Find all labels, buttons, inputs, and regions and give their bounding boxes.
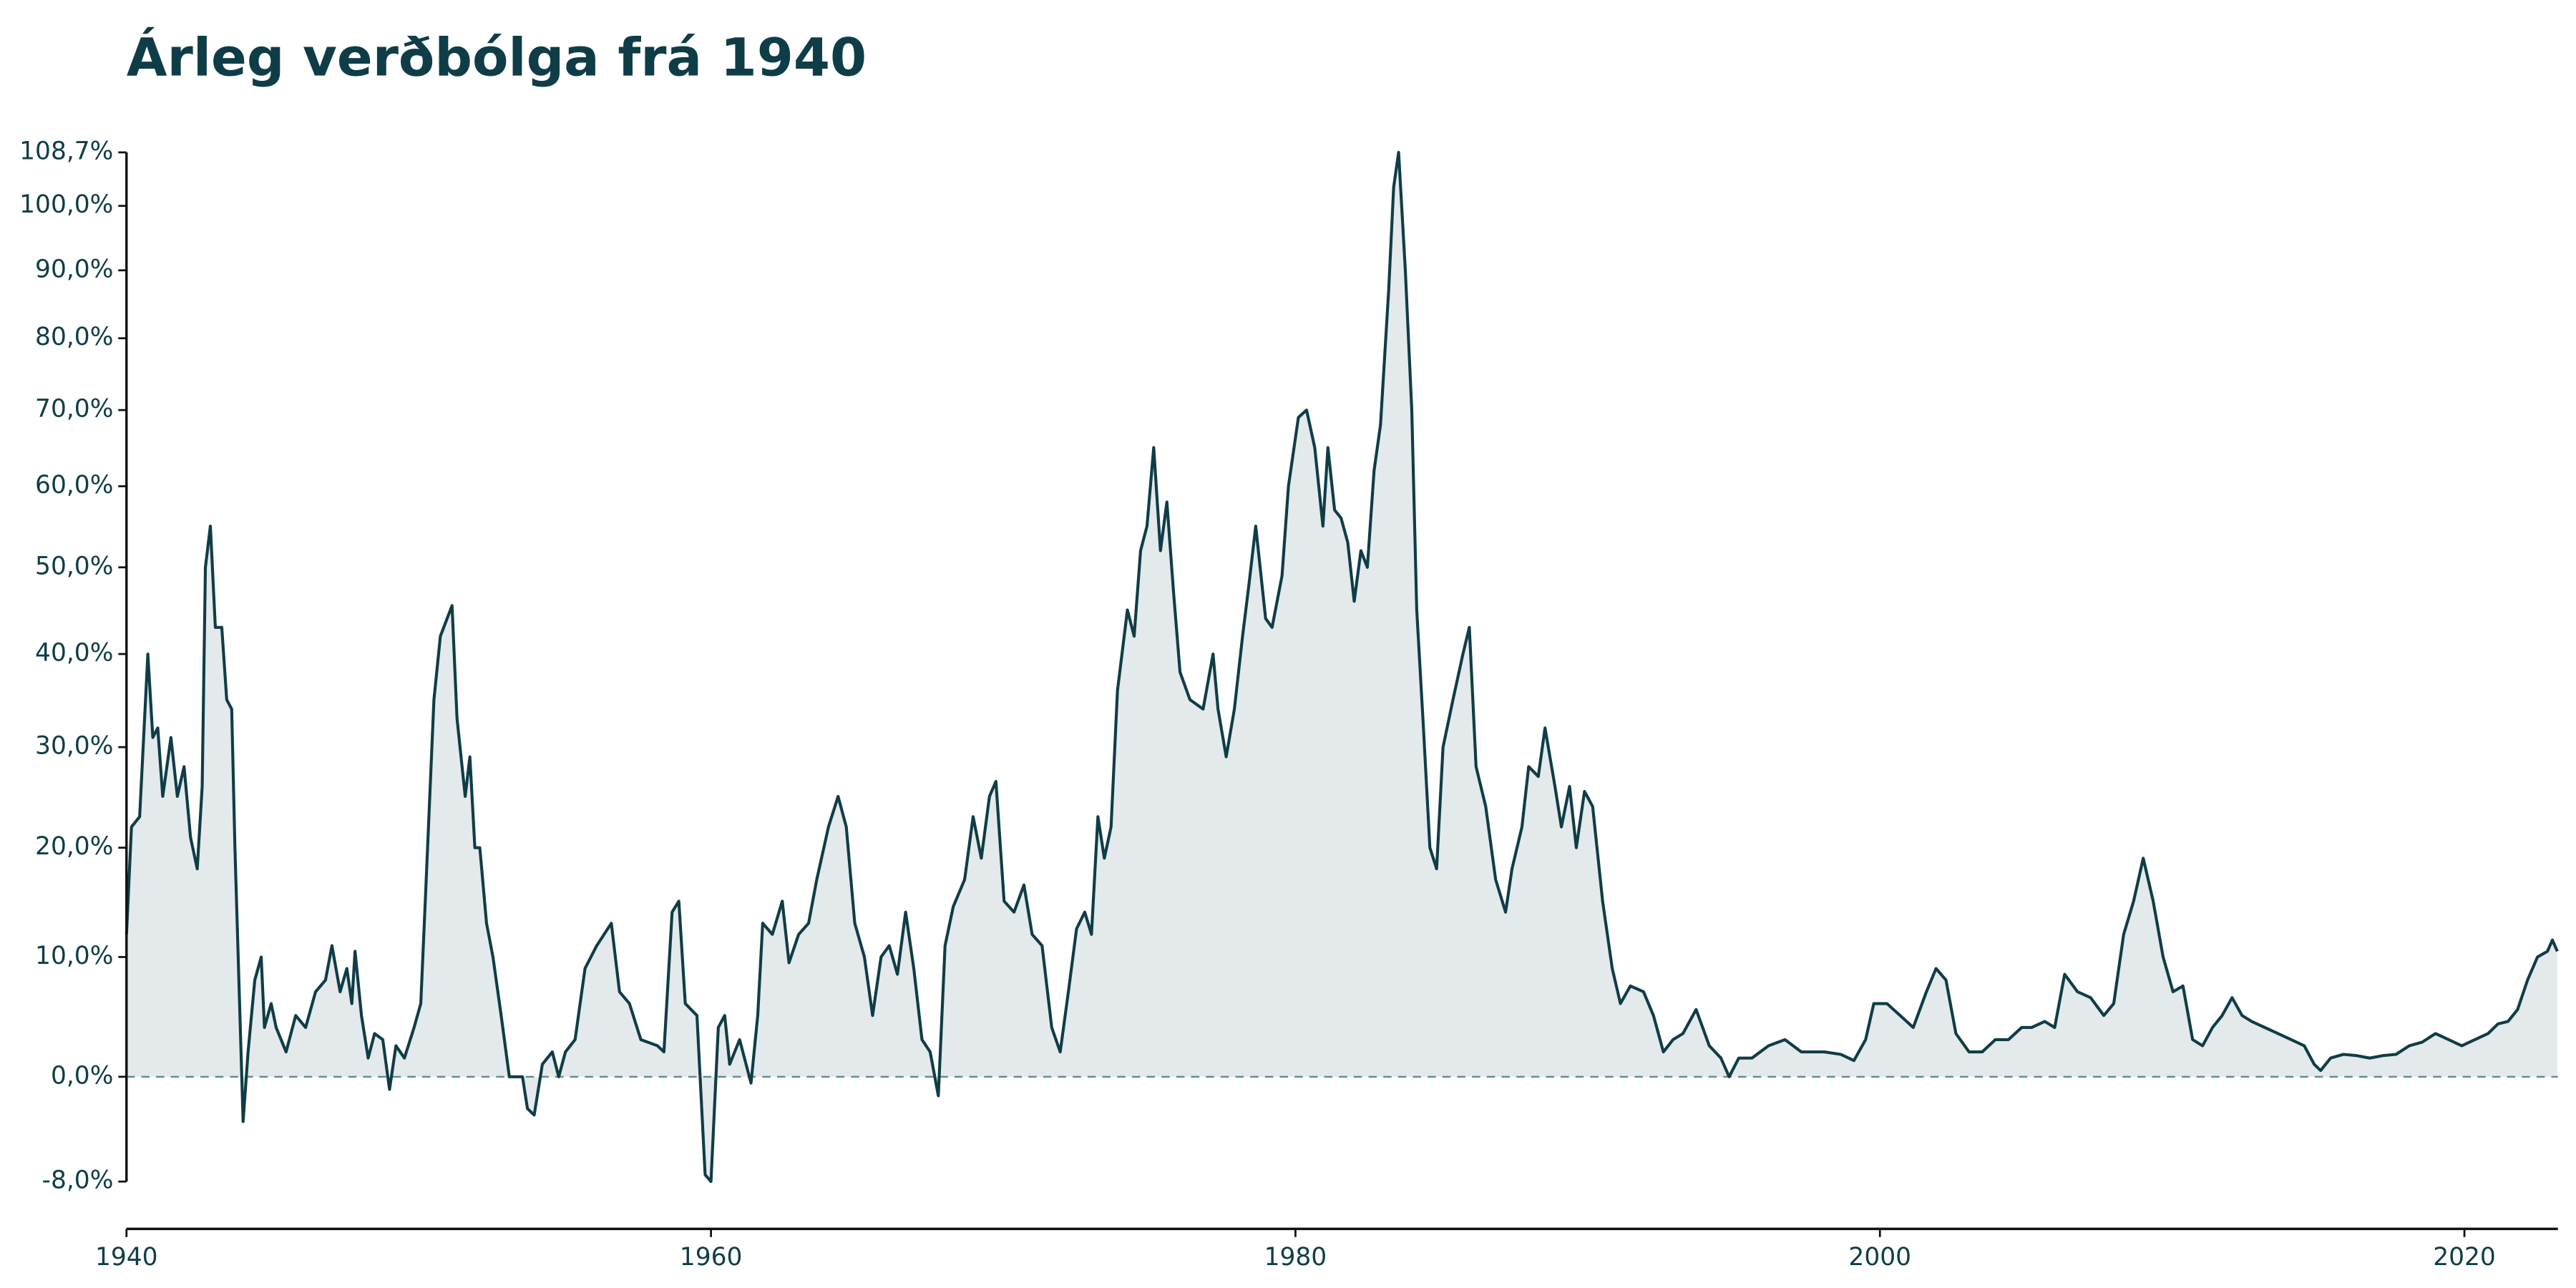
y-tick-label: 80,0% xyxy=(35,323,113,351)
x-tick-label: 1960 xyxy=(680,1243,743,1272)
line xyxy=(125,150,2559,1184)
y-tick-label: 40,0% xyxy=(35,639,113,668)
y-tick-label: 70,0% xyxy=(35,395,113,424)
x-tick-label: 2020 xyxy=(2433,1243,2496,1272)
y-tick-label: 10,0% xyxy=(35,942,113,970)
x-tick-label: 2000 xyxy=(1848,1243,1911,1272)
y-tick-label: 108,7% xyxy=(19,137,113,165)
y-tick-label: -8,0% xyxy=(42,1166,114,1195)
y-tick-label: 20,0% xyxy=(35,832,113,861)
y-tick-label: 100,0% xyxy=(19,190,113,219)
chart-title: Árleg verðbólga frá 1940 xyxy=(127,27,867,89)
x-tick-label: 1940 xyxy=(95,1243,158,1272)
y-tick-label: 30,0% xyxy=(35,732,113,761)
y-tick-label: 0,0% xyxy=(51,1061,113,1090)
x-tick-label: 1980 xyxy=(1264,1243,1327,1272)
y-tick-label: 90,0% xyxy=(35,255,113,283)
y-tick-label: 50,0% xyxy=(35,552,113,580)
area-fill xyxy=(126,152,2557,1182)
y-tick-label: 60,0% xyxy=(35,471,113,499)
